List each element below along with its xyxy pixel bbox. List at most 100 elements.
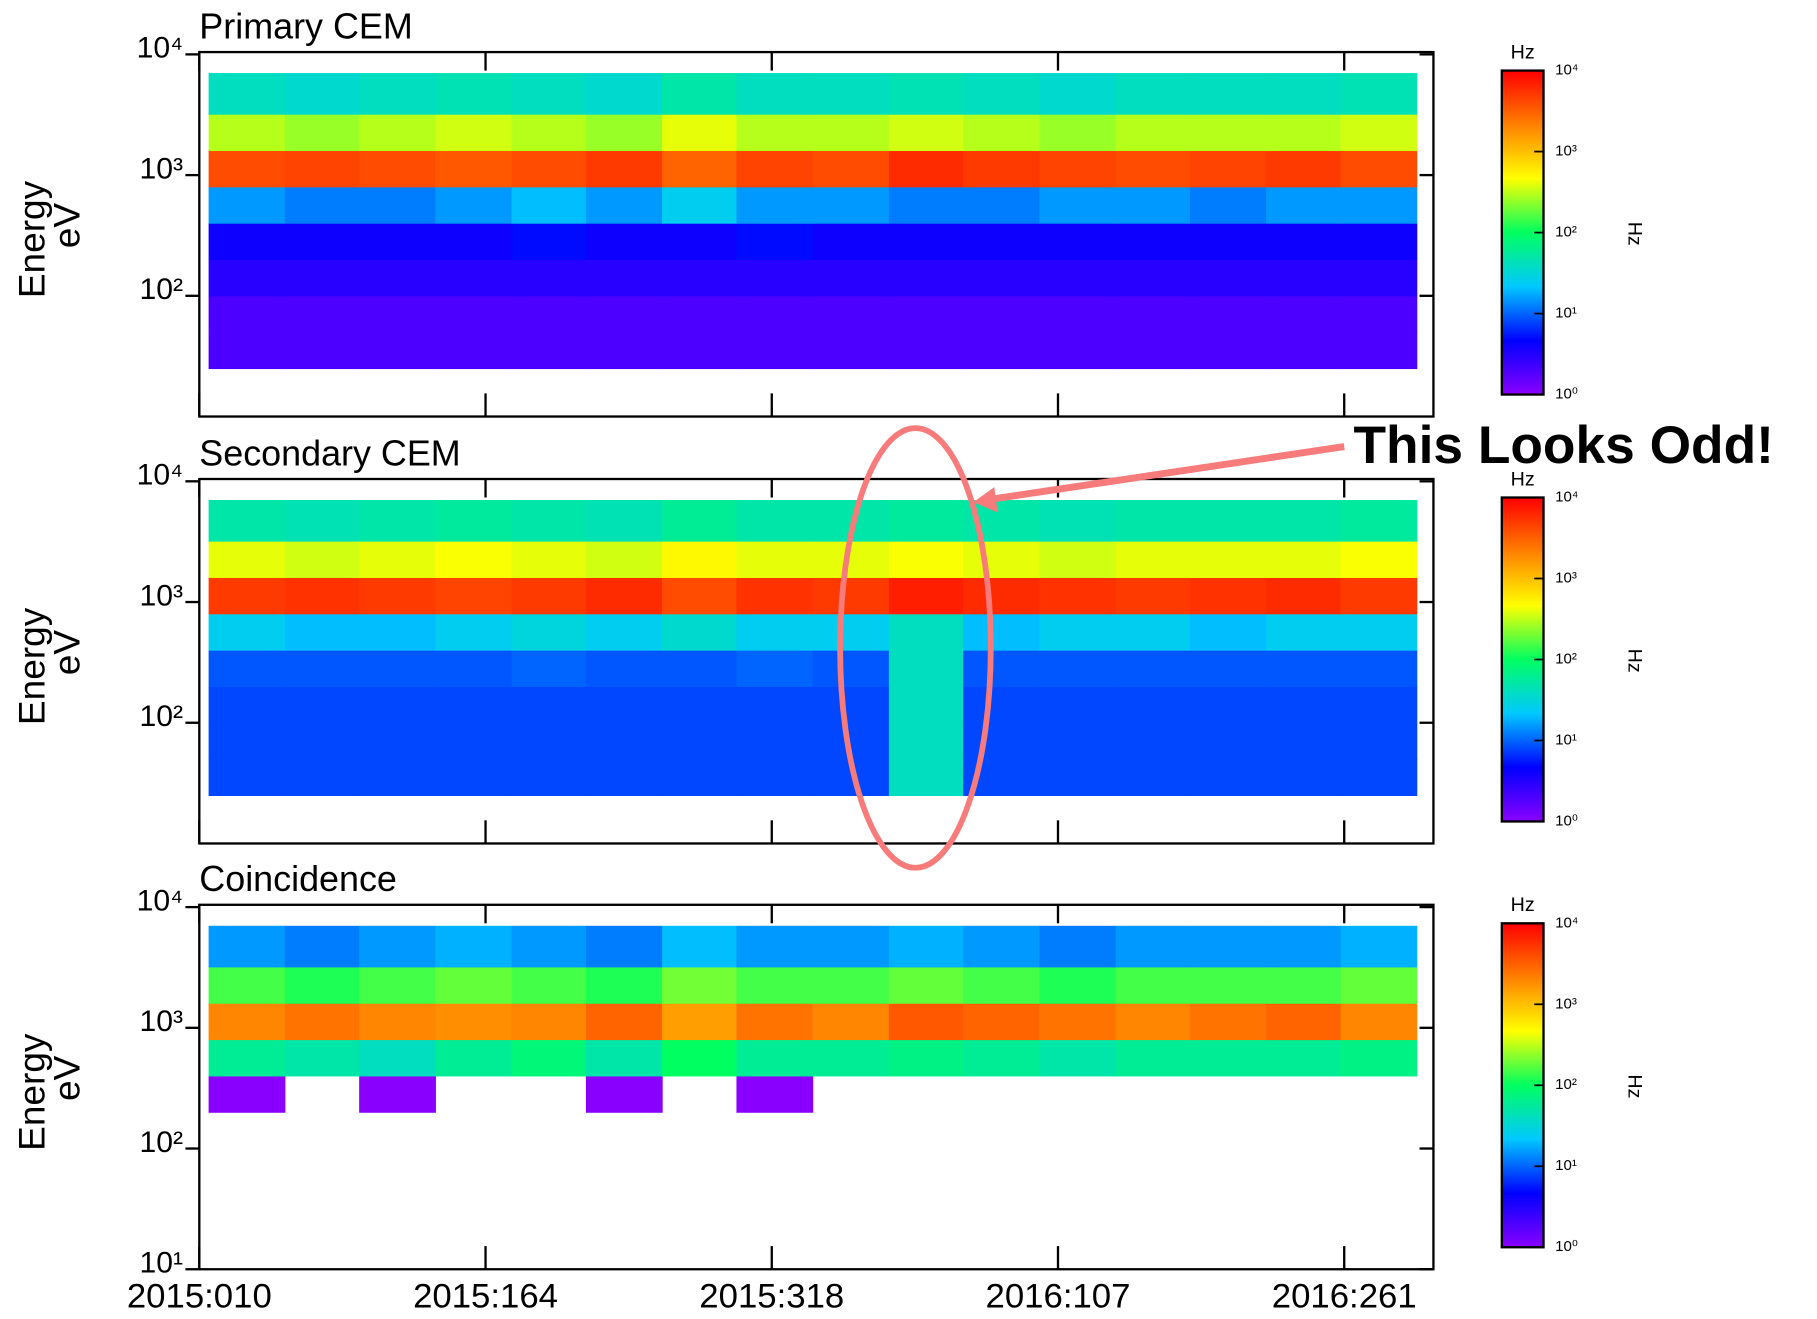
heatmap-cell	[1266, 1039, 1342, 1077]
heatmap-cell	[1039, 150, 1117, 188]
heatmap-cell	[662, 186, 738, 224]
colorbar-label: Hz	[1624, 222, 1646, 246]
heatmap-cell	[1189, 966, 1267, 1004]
heatmap-cell	[812, 650, 890, 687]
heatmap-cell	[208, 186, 286, 224]
heatmap-cell	[1115, 500, 1191, 542]
heatmap-cell	[359, 686, 436, 724]
heatmap-cell	[511, 722, 587, 760]
y-tick-label: 10⁴	[137, 884, 183, 917]
colorbar-tick-label: 10⁰	[1555, 812, 1578, 829]
heatmap-cell	[585, 1075, 663, 1113]
heatmap-cell	[1115, 150, 1191, 188]
heatmap-cell	[963, 722, 1040, 760]
heatmap-cell	[359, 1075, 436, 1113]
heatmap-cell	[1266, 541, 1342, 578]
heatmap-cell	[585, 73, 663, 115]
heatmap-cell	[662, 500, 738, 542]
heatmap-cell	[1115, 577, 1191, 615]
heatmap-cell	[435, 223, 513, 261]
heatmap-cell	[284, 150, 360, 188]
heatmap-cell	[1266, 686, 1342, 724]
heatmap-cell	[585, 966, 663, 1004]
y-axis-label: eV	[45, 203, 87, 249]
colorbar-title: Hz	[1511, 894, 1535, 916]
colorbar-tick-label: 10²	[1555, 650, 1577, 667]
heatmap-cell	[1115, 759, 1191, 797]
heatmap-cell	[1115, 613, 1191, 651]
heatmap-cell	[662, 259, 738, 297]
heatmap-cell	[284, 332, 360, 370]
heatmap-cell	[1189, 150, 1267, 188]
heatmap-cell	[662, 650, 738, 687]
heatmap-cell	[284, 114, 360, 152]
heatmap-cell	[662, 925, 738, 968]
heatmap-cell	[1266, 577, 1342, 615]
heatmap-cell	[1266, 500, 1342, 542]
heatmap-cell	[1115, 722, 1191, 760]
heatmap-cell	[963, 114, 1040, 152]
heatmap-cell	[963, 295, 1040, 333]
heatmap-cell	[888, 223, 964, 261]
heatmap-cell	[662, 686, 738, 724]
heatmap-cell	[511, 759, 587, 797]
heatmap-cell	[435, 332, 513, 370]
heatmap-cell	[1189, 114, 1267, 152]
heatmap-cell	[284, 541, 360, 578]
colorbar-tick-label: 10³	[1555, 569, 1577, 586]
heatmap-cell	[435, 686, 513, 724]
colorbar-tick-label: 10⁴	[1555, 62, 1578, 79]
heatmap-cell	[1266, 1003, 1342, 1041]
colorbar	[1500, 496, 1545, 823]
heatmap-cell	[359, 73, 436, 115]
heatmap-cell	[1115, 295, 1191, 333]
heatmap-cell	[511, 73, 587, 115]
heatmap-cell	[963, 613, 1040, 651]
heatmap-cell	[435, 150, 513, 188]
heatmap-cell	[208, 613, 286, 651]
heatmap-cell	[1039, 73, 1117, 115]
heatmap-cell	[736, 1003, 814, 1041]
y-tick-label: 10²	[140, 273, 184, 306]
heatmap-cell	[888, 259, 964, 297]
heatmap-cell	[1340, 966, 1418, 1004]
heatmap-cell	[359, 150, 436, 188]
heatmap-cell	[1189, 722, 1267, 760]
heatmap-cell	[585, 613, 663, 651]
heatmap-cell	[1039, 114, 1117, 152]
y-axis-label: Energy	[11, 1033, 53, 1151]
x-tick-label: 2015:010	[127, 1277, 272, 1315]
heatmap-cell	[284, 186, 360, 224]
heatmap-cell	[736, 759, 814, 797]
colorbar-tick-label: 10¹	[1555, 1157, 1577, 1174]
heatmap-cell	[963, 1003, 1040, 1041]
heatmap-cell	[585, 925, 663, 968]
heatmap-cell	[1340, 759, 1418, 797]
heatmap-cell	[1039, 295, 1117, 333]
heatmap-cell	[284, 650, 360, 687]
heatmap-cell	[284, 295, 360, 333]
heatmap-cell	[1340, 259, 1418, 297]
x-tick-label: 2015:164	[413, 1277, 558, 1315]
heatmap-cell	[208, 966, 286, 1004]
heatmap-cell	[963, 259, 1040, 297]
heatmap-cell	[1039, 686, 1117, 724]
heatmap-cell	[963, 73, 1040, 115]
heatmap-cell	[888, 541, 964, 578]
heatmap-cell	[963, 541, 1040, 578]
heatmap-cell	[1189, 259, 1267, 297]
colorbar-tick-label: 10⁴	[1555, 488, 1578, 505]
colorbar-title: Hz	[1511, 468, 1535, 490]
heatmap-cell	[435, 73, 513, 115]
annotation-arrowhead	[973, 487, 998, 513]
y-tick-label: 10¹	[140, 1247, 184, 1280]
heatmap-cell	[585, 500, 663, 542]
heatmap-cell	[812, 577, 890, 615]
annotation-arrow	[986, 443, 1345, 504]
heatmap-cell	[888, 722, 964, 760]
heatmap-cell	[963, 223, 1040, 261]
heatmap-cell	[359, 114, 436, 152]
heatmap-cell	[1266, 966, 1342, 1004]
heatmap-cell	[812, 73, 890, 115]
